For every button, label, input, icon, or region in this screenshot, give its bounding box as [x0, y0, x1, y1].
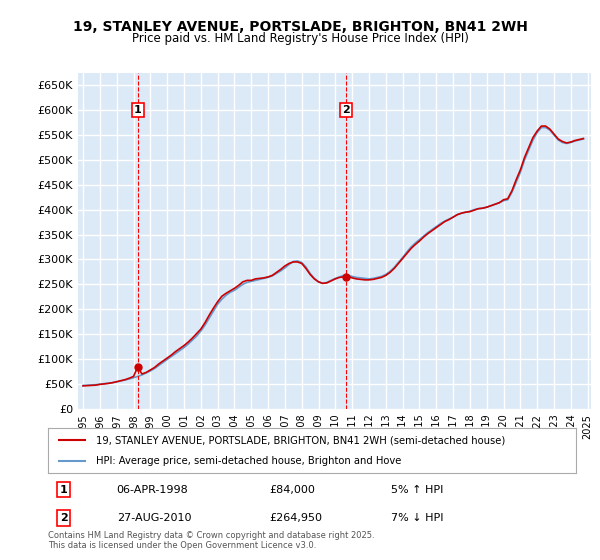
Text: 5% ↑ HPI: 5% ↑ HPI [391, 484, 443, 494]
Text: 2: 2 [60, 513, 68, 523]
Text: 27-AUG-2010: 27-AUG-2010 [116, 513, 191, 523]
Text: 1: 1 [134, 105, 142, 115]
Text: 1: 1 [60, 484, 68, 494]
Text: 7% ↓ HPI: 7% ↓ HPI [391, 513, 444, 523]
Text: 2: 2 [343, 105, 350, 115]
Text: Price paid vs. HM Land Registry's House Price Index (HPI): Price paid vs. HM Land Registry's House … [131, 32, 469, 45]
Text: HPI: Average price, semi-detached house, Brighton and Hove: HPI: Average price, semi-detached house,… [95, 456, 401, 466]
Text: 19, STANLEY AVENUE, PORTSLADE, BRIGHTON, BN41 2WH (semi-detached house): 19, STANLEY AVENUE, PORTSLADE, BRIGHTON,… [95, 436, 505, 446]
Text: Contains HM Land Registry data © Crown copyright and database right 2025.
This d: Contains HM Land Registry data © Crown c… [48, 530, 374, 550]
Text: 06-APR-1998: 06-APR-1998 [116, 484, 188, 494]
Text: £84,000: £84,000 [270, 484, 316, 494]
Text: £264,950: £264,950 [270, 513, 323, 523]
Text: 19, STANLEY AVENUE, PORTSLADE, BRIGHTON, BN41 2WH: 19, STANLEY AVENUE, PORTSLADE, BRIGHTON,… [73, 20, 527, 34]
